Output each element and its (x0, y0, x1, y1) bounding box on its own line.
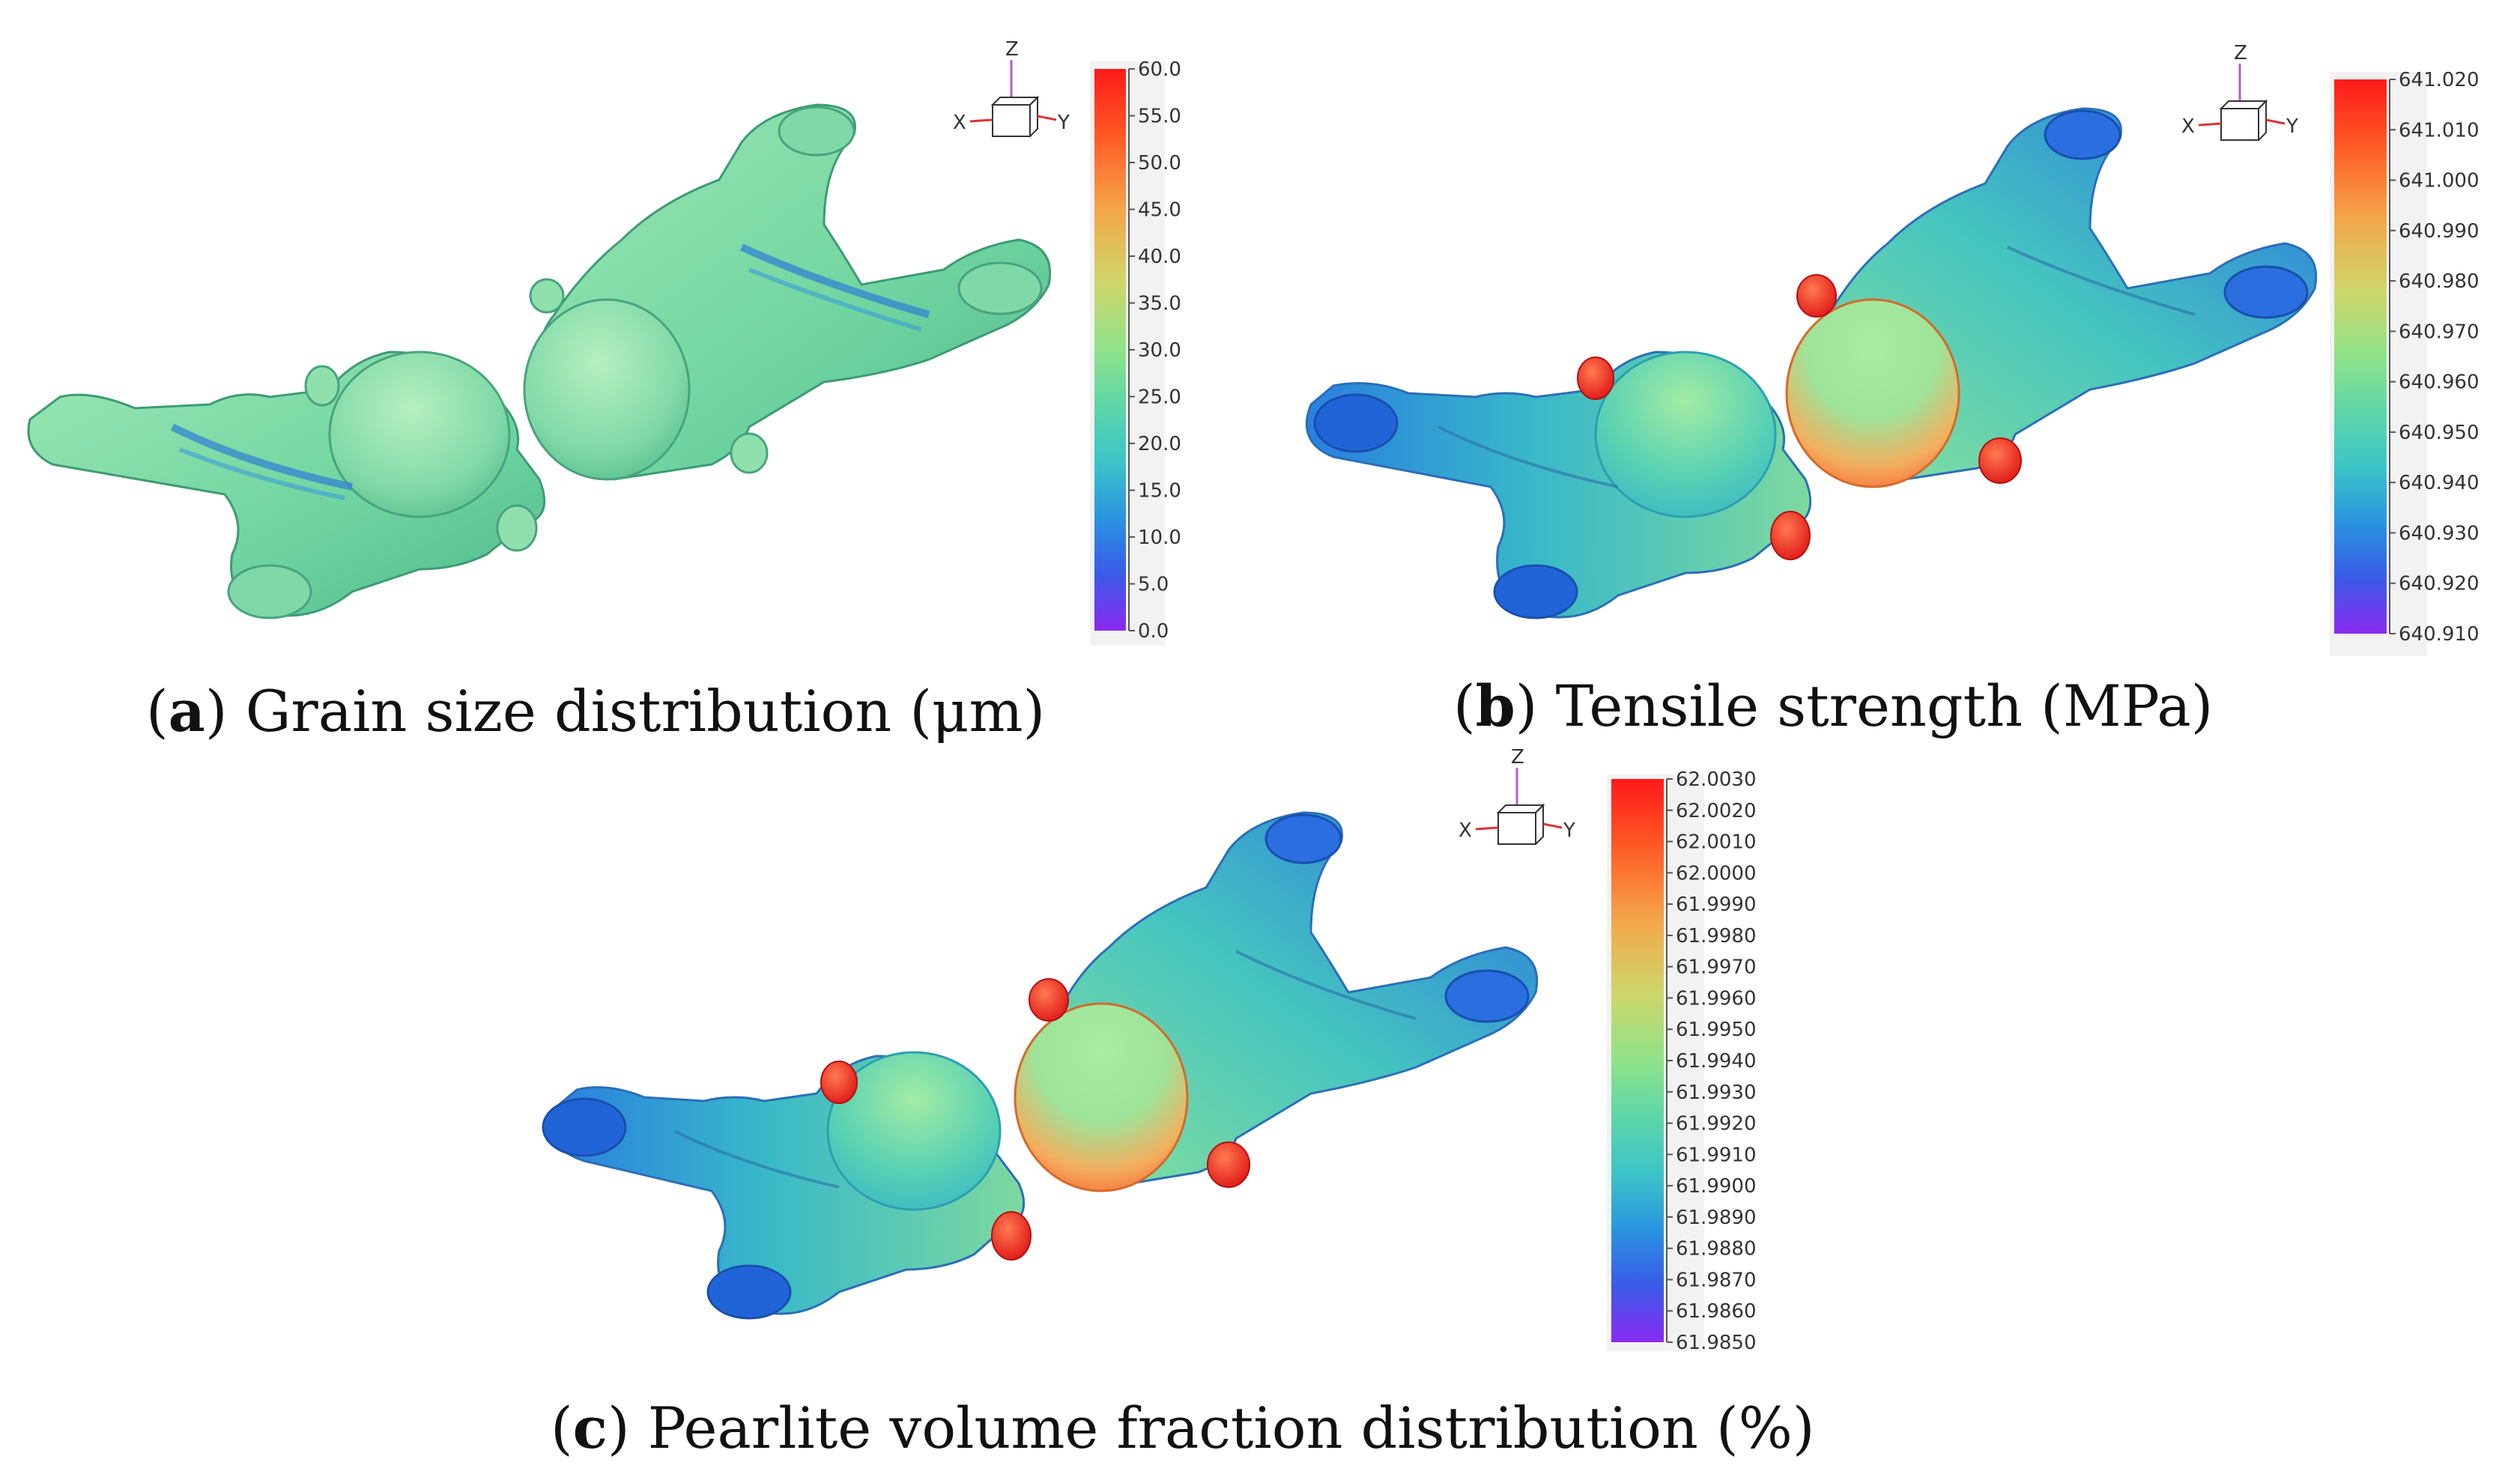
colorbar-tick-label: 61.9960 (1676, 987, 1757, 1010)
colorbar-tick-label: 61.9970 (1676, 956, 1757, 979)
colorbar-tick-label: 61.9920 (1676, 1113, 1757, 1135)
colorbar-tick-label: 35.0 (1138, 293, 1181, 315)
caption-text-a: Grain size distribution (μm) (245, 678, 1046, 744)
colorbar-tick-label: 25.0 (1138, 386, 1181, 409)
colorbar-tick-label: 62.0010 (1676, 831, 1757, 854)
right-part-b (1785, 107, 2318, 488)
colorbar-tick-label: 640.940 (2399, 472, 2480, 494)
right-part-a (523, 103, 1052, 481)
colorbar-tick-label: 10.0 (1138, 527, 1181, 549)
axis-triad-c: Z X Y (1459, 746, 1575, 845)
colorbar-tick-label: 50.0 (1138, 152, 1181, 175)
colorbar-tick-label: 15.0 (1138, 480, 1181, 503)
colorbar-gradient (1611, 779, 1664, 1342)
colorbar-b: 641.020 641.010 641.000 640.990 640.980 640.9… (2330, 69, 2480, 656)
colorbar-tick-label: 61.9860 (1676, 1300, 1757, 1323)
colorbar-gradient (2334, 79, 2387, 634)
colorbar-tick-label: 640.960 (2399, 371, 2480, 394)
caption-c: (c) Pearlite volume fraction distributio… (551, 1395, 1815, 1461)
caption-text-c: Pearlite volume fraction distribution (%… (647, 1395, 1815, 1461)
colorbar-tick-label: 640.920 (2399, 573, 2480, 595)
colorbar-tick-label: 640.930 (2399, 522, 2480, 545)
colorbar-tick-label: 640.910 (2399, 623, 2480, 646)
model-a: Z X Y 60.0 55.0 50.0 45.0 40.0 35.0 30.0 25.0 20… (27, 38, 1181, 646)
panel-a: Z X Y 60.0 55.0 50.0 45.0 40.0 35.0 30.0 25.0 20… (0, 0, 1244, 674)
left-part-a (27, 351, 546, 619)
axis-y-label: Y (1563, 819, 1575, 842)
colorbar-tick-label: 61.9890 (1676, 1207, 1757, 1229)
colorbar-tick-label: 61.9870 (1676, 1269, 1757, 1291)
caption-text-b: Tensile strength (MPa) (1555, 673, 2214, 739)
model-b: Z X Y 641.020 641.010 641.000 640.990 640.98… (1305, 42, 2480, 656)
colorbar-tick-label: 640.990 (2399, 220, 2480, 243)
colorbar-a: 60.0 55.0 50.0 45.0 40.0 35.0 30.0 25.0 20.0 15.0… (1090, 58, 1181, 646)
colorbar-tick-label: 62.0030 (1676, 768, 1757, 791)
caption-b: (b) Tensile strength (MPa) (1453, 673, 2214, 739)
colorbar-tick-label: 61.9900 (1676, 1175, 1757, 1198)
colorbar-tick-label: 5.0 (1138, 574, 1169, 596)
caption-a: (a) Grain size distribution (μm) (146, 678, 1046, 744)
colorbar-tick-label: 641.010 (2399, 119, 2480, 142)
colorbar-tick-label: 61.9990 (1676, 894, 1757, 916)
colorbar-tick-label: 61.9880 (1676, 1238, 1757, 1261)
colorbar-tick-label: 641.020 (2399, 69, 2480, 91)
panel-c: Z X Y 62.0030 62.0020 62.0010 62.0000 61.999… (524, 742, 1798, 1386)
caption-letter-b: b (1475, 673, 1515, 739)
axis-x-label: X (2181, 115, 2195, 138)
colorbar-tick-label: 20.0 (1138, 433, 1181, 455)
axis-x-label: X (1459, 819, 1472, 842)
colorbar-tick-label: 641.000 (2399, 170, 2480, 192)
colorbar-c: 62.0030 62.0020 62.0010 62.0000 61.9990 61.99… (1607, 768, 1757, 1354)
colorbar-tick-label: 45.0 (1138, 199, 1181, 222)
colorbar-tick-label: 60.0 (1138, 58, 1181, 81)
axis-y-label: Y (2286, 115, 2298, 138)
axis-z-label: Z (1005, 38, 1019, 61)
colorbar-tick-label: 55.0 (1138, 106, 1181, 128)
right-part-c (1014, 811, 1539, 1192)
left-part-b (1305, 351, 1812, 619)
colorbar-tick-label: 640.970 (2399, 321, 2480, 343)
left-part-c (542, 1051, 1032, 1320)
colorbar-tick-label: 640.980 (2399, 270, 2480, 293)
colorbar-tick-label: 61.9850 (1676, 1332, 1757, 1354)
caption-letter-c: c (572, 1395, 608, 1461)
colorbar-tick-label: 61.9940 (1676, 1050, 1757, 1073)
axis-y-label: Y (1057, 112, 1070, 134)
axis-z-label: Z (2234, 42, 2247, 64)
axis-triad-a: Z X Y (953, 38, 1070, 137)
axis-x-label: X (953, 112, 966, 134)
colorbar-tick-label: 640.950 (2399, 422, 2480, 444)
colorbar-tick-label: 61.9930 (1676, 1082, 1757, 1104)
colorbar-tick-label: 40.0 (1138, 246, 1181, 268)
model-c: Z X Y 62.0030 62.0020 62.0010 62.0000 61.999… (542, 746, 1757, 1354)
axis-z-label: Z (1511, 746, 1524, 768)
colorbar-tick-label: 61.9910 (1676, 1144, 1757, 1166)
colorbar-tick-label: 30.0 (1138, 339, 1181, 362)
colorbar-tick-label: 62.0020 (1676, 800, 1757, 822)
colorbar-gradient (1094, 69, 1126, 631)
colorbar-tick-label: 62.0000 (1676, 862, 1757, 885)
axis-triad-b: Z X Y (2181, 42, 2298, 141)
colorbar-tick-label: 0.0 (1138, 620, 1169, 643)
caption-letter-a: a (168, 678, 205, 744)
panel-b: Z X Y 641.020 641.010 641.000 640.990 640.98… (1266, 0, 2520, 674)
colorbar-tick-label: 61.9980 (1676, 925, 1757, 947)
colorbar-tick-label: 61.9950 (1676, 1019, 1757, 1041)
